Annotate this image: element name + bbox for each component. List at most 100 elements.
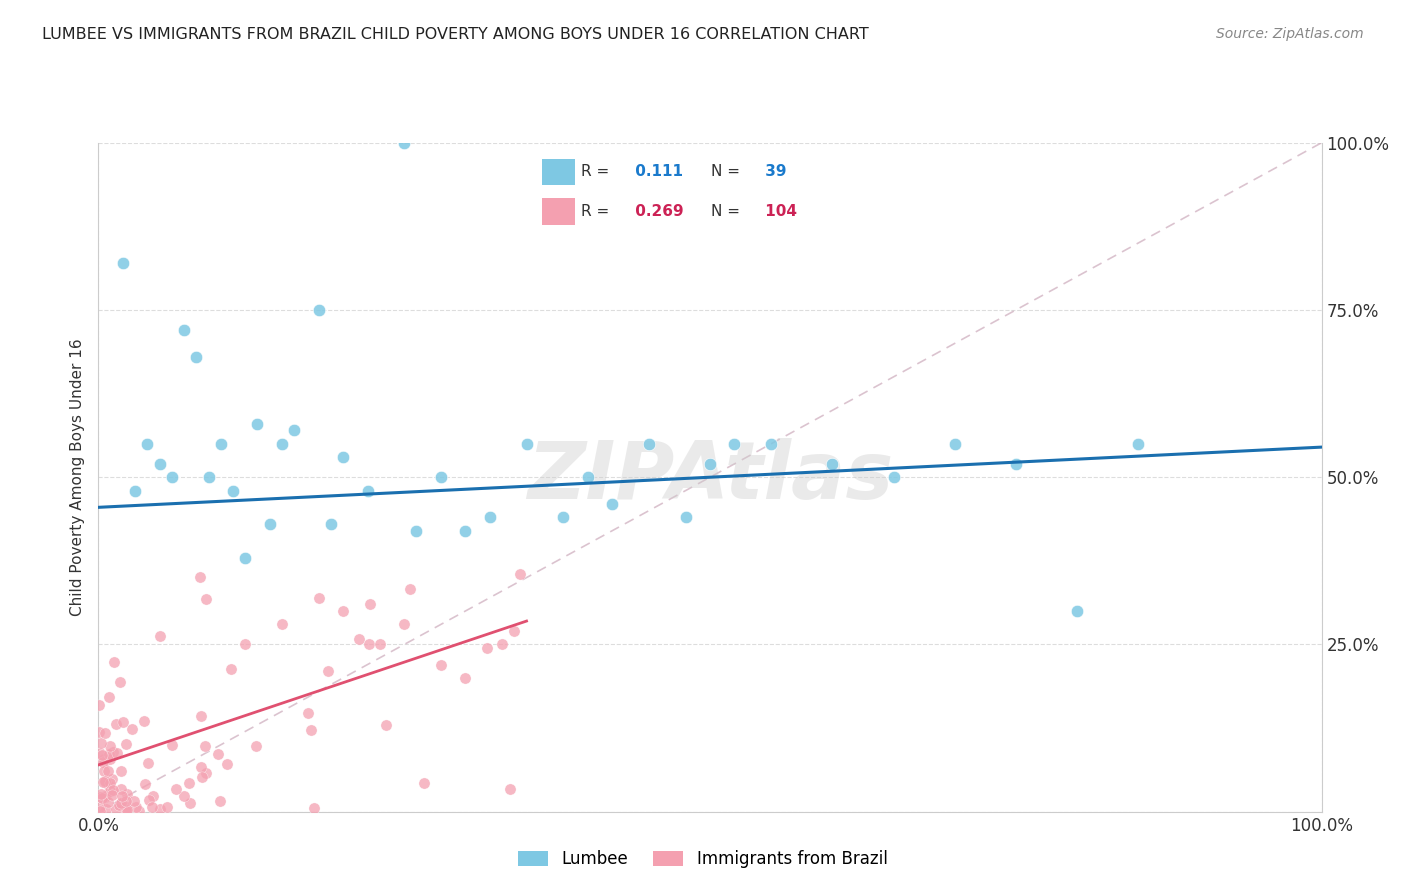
Point: [1066, 604, 1088, 618]
Point: [156, 800, 179, 814]
Point: [332, 450, 354, 464]
Point: [110, 797, 132, 811]
Point: [943, 436, 966, 450]
Point: [115, 794, 138, 808]
Point: [1128, 436, 1150, 450]
Point: [553, 510, 575, 524]
Point: [90, 787, 112, 801]
Point: [245, 739, 267, 753]
Point: [160, 470, 183, 484]
Point: [454, 524, 477, 538]
Point: [179, 776, 201, 790]
Point: [105, 801, 128, 815]
Point: [115, 804, 138, 818]
Point: [142, 789, 165, 803]
Point: [399, 582, 422, 596]
Point: [195, 592, 218, 607]
Point: [101, 772, 124, 786]
Point: [356, 483, 378, 498]
Point: [93, 756, 115, 770]
Point: [405, 524, 427, 538]
Point: [89, 800, 111, 814]
Point: [97, 795, 120, 809]
Point: [108, 797, 131, 812]
Point: [209, 436, 232, 450]
Point: [160, 739, 183, 753]
Point: [94, 802, 117, 816]
Point: [209, 794, 232, 808]
Point: [270, 436, 294, 450]
Point: [283, 424, 305, 438]
Point: [509, 566, 531, 581]
Point: [297, 706, 319, 721]
Point: [316, 664, 339, 678]
Point: [246, 417, 269, 431]
Point: [93, 789, 115, 803]
Point: [93, 789, 115, 804]
Point: [308, 591, 330, 605]
Point: [576, 470, 599, 484]
Point: [1004, 457, 1026, 471]
Point: [124, 483, 146, 498]
Point: [115, 737, 138, 751]
Point: [89, 746, 111, 760]
Point: [111, 715, 134, 730]
Point: [98, 783, 121, 797]
Point: [194, 765, 217, 780]
Point: [217, 757, 239, 772]
Point: [134, 777, 156, 791]
Point: [319, 516, 342, 531]
Point: [821, 457, 844, 471]
Point: [141, 799, 163, 814]
Point: [883, 470, 905, 484]
Point: [173, 789, 195, 804]
Point: [270, 617, 294, 632]
Point: [87, 725, 110, 739]
Point: [454, 671, 477, 685]
Legend: Lumbee, Immigrants from Brazil: Lumbee, Immigrants from Brazil: [512, 844, 894, 875]
Point: [101, 788, 124, 802]
Point: [499, 781, 522, 796]
Point: [194, 739, 217, 753]
Point: [190, 760, 212, 774]
Point: [115, 787, 138, 801]
Point: [111, 256, 134, 270]
Point: [332, 604, 354, 618]
Point: [104, 717, 127, 731]
Point: [299, 723, 322, 738]
Point: [392, 136, 416, 150]
Point: [122, 794, 145, 808]
Point: [259, 516, 281, 531]
Point: [138, 793, 160, 807]
Point: [359, 637, 381, 651]
Point: [98, 739, 121, 754]
Point: [349, 632, 371, 647]
Point: [121, 723, 143, 737]
Point: [89, 789, 111, 804]
Point: [91, 755, 114, 769]
Point: [91, 791, 114, 805]
Point: [675, 510, 697, 524]
Point: [173, 323, 195, 337]
Point: [110, 764, 132, 778]
Point: [222, 483, 245, 498]
Point: [94, 775, 117, 789]
Point: [93, 764, 115, 778]
Point: [308, 303, 330, 318]
Point: [699, 457, 721, 471]
Text: ZIPAtlas: ZIPAtlas: [527, 438, 893, 516]
Point: [368, 637, 391, 651]
Point: [600, 497, 623, 511]
Point: [392, 617, 416, 632]
Point: [359, 597, 381, 611]
Point: [132, 714, 155, 728]
Point: [186, 350, 208, 364]
Point: [97, 764, 120, 779]
Point: [233, 550, 256, 565]
Point: [125, 799, 148, 814]
Point: [89, 805, 111, 819]
Point: [103, 655, 125, 669]
Point: [491, 637, 513, 651]
Point: [100, 776, 122, 790]
Point: [149, 802, 172, 816]
